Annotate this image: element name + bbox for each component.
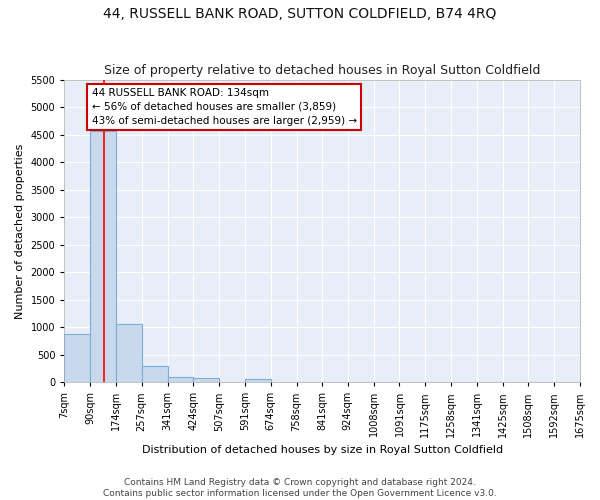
Bar (245, 379, 271, 382)
Title: Size of property relative to detached houses in Royal Sutton Coldfield: Size of property relative to detached ho… (104, 64, 541, 77)
Bar (193, 378, 219, 382)
Text: 44, RUSSELL BANK ROAD, SUTTON COLDFIELD, B74 4RQ: 44, RUSSELL BANK ROAD, SUTTON COLDFIELD,… (103, 8, 497, 22)
Bar (90, 132, 116, 382)
Text: Contains HM Land Registry data © Crown copyright and database right 2024.
Contai: Contains HM Land Registry data © Crown c… (103, 478, 497, 498)
Bar (116, 324, 142, 382)
Y-axis label: Number of detached properties: Number of detached properties (15, 143, 25, 318)
Bar (142, 366, 167, 382)
Bar (64, 334, 90, 382)
Text: 44 RUSSELL BANK ROAD: 134sqm
← 56% of detached houses are smaller (3,859)
43% of: 44 RUSSELL BANK ROAD: 134sqm ← 56% of de… (92, 88, 356, 126)
Bar (167, 377, 193, 382)
X-axis label: Distribution of detached houses by size in Royal Sutton Coldfield: Distribution of detached houses by size … (142, 445, 503, 455)
